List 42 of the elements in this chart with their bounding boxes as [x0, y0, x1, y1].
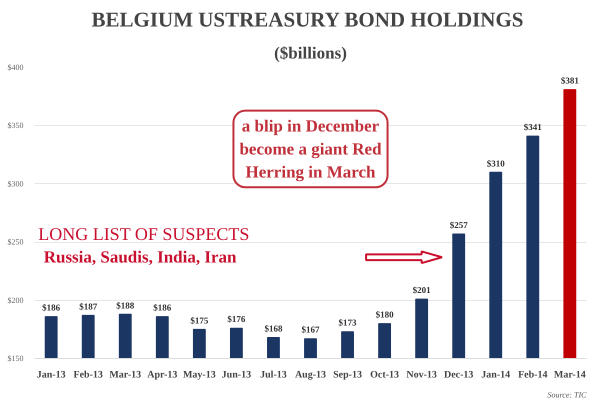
x-tick-label: Dec-13 [444, 370, 474, 380]
chart-subtitle: ($billions) [274, 44, 347, 62]
x-tick-label: Feb-14 [518, 370, 548, 380]
y-tick-label: $300 [8, 179, 24, 188]
data-label: $188 [116, 300, 135, 310]
y-tick-label: $250 [8, 238, 24, 247]
x-tick-label: Jan-13 [36, 370, 66, 380]
x-tick-label: Jan-14 [481, 370, 510, 380]
x-tick-label: Mar-13 [109, 370, 142, 380]
y-tick-label: $400 [8, 63, 24, 72]
chart-title: BELGIUM USTREASURY BOND HOLDINGS [91, 8, 524, 32]
x-tick-label: Mar-14 [554, 370, 586, 380]
data-label: $341 [524, 122, 542, 132]
x-tick-label: Jun-13 [222, 370, 252, 380]
y-tick-label: $350 [8, 121, 24, 130]
data-label: $310 [486, 158, 506, 168]
annotation: Russia, Saudis, India, Iran [44, 248, 238, 267]
source-note: Source: TIC [547, 390, 588, 400]
x-tick-label: Aug-13 [294, 370, 326, 380]
data-label: $186 [42, 302, 61, 313]
data-label: $381 [560, 76, 580, 86]
data-label: $175 [190, 315, 209, 326]
annotation: LONG LIST OF SUSPECTS [38, 224, 250, 244]
y-tick-label: $200 [8, 296, 24, 305]
data-label: $257 [450, 220, 468, 230]
data-label: $168 [264, 324, 283, 334]
x-tick-label: Apr-13 [147, 370, 178, 380]
x-tick-label: Feb-13 [74, 370, 103, 380]
y-tick-label: $150 [8, 354, 24, 363]
x-tick-label: Sep-13 [333, 370, 362, 380]
x-tick-label: Nov-13 [406, 370, 437, 380]
data-label: $180 [376, 310, 394, 320]
data-label: $186 [153, 302, 172, 313]
annotation: a blip in December become a giant Red Herring in March [239, 116, 382, 182]
data-label: $176 [227, 314, 246, 324]
x-tick-label: Jul-13 [260, 370, 287, 380]
x-tick-label: May-13 [182, 370, 216, 380]
data-label: $167 [302, 324, 320, 335]
x-tick-label: Oct-13 [370, 370, 400, 380]
data-label: $201 [412, 285, 432, 296]
data-label: $173 [338, 318, 358, 328]
data-label: $187 [79, 301, 98, 312]
